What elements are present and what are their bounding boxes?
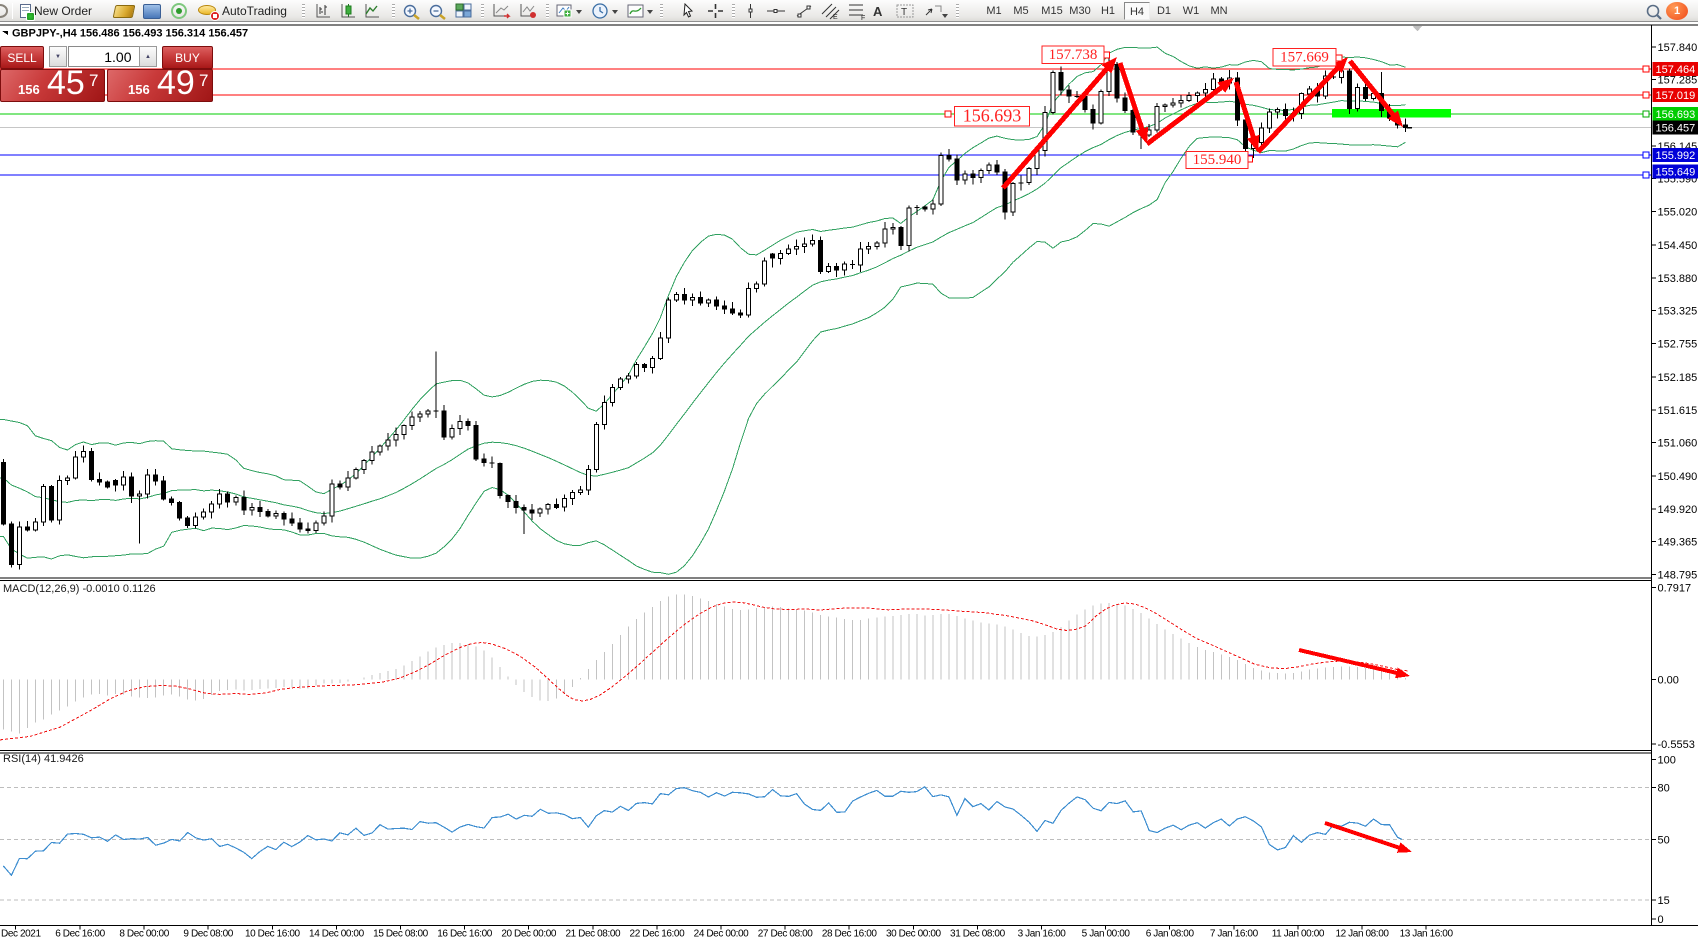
svg-text:153.325: 153.325 — [1658, 305, 1698, 317]
svg-text:157.464: 157.464 — [1656, 64, 1696, 76]
svg-text:T: T — [901, 7, 907, 18]
svg-text:22 Dec 16:00: 22 Dec 16:00 — [630, 929, 686, 940]
svg-text:0.7917: 0.7917 — [1658, 583, 1692, 595]
svg-text:6 Jan 08:00: 6 Jan 08:00 — [1146, 929, 1195, 940]
svg-text:50: 50 — [1658, 835, 1670, 847]
svg-text:12 Jan 08:00: 12 Jan 08:00 — [1335, 929, 1389, 940]
svg-text:MACD(12,26,9) -0.0010 0.1126: MACD(12,26,9) -0.0010 0.1126 — [3, 583, 156, 595]
svg-text:21 Dec 08:00: 21 Dec 08:00 — [565, 929, 621, 940]
svg-text:155.020: 155.020 — [1658, 207, 1698, 219]
svg-text:27 Dec 08:00: 27 Dec 08:00 — [758, 929, 814, 940]
svg-text:150.490: 150.490 — [1658, 471, 1698, 483]
svg-text:156.693: 156.693 — [963, 106, 1022, 126]
svg-text:15 Dec 08:00: 15 Dec 08:00 — [373, 929, 429, 940]
svg-text:155.992: 155.992 — [1656, 150, 1696, 162]
svg-text:154.450: 154.450 — [1658, 240, 1698, 252]
svg-text:11 Jan 00:00: 11 Jan 00:00 — [1272, 929, 1325, 940]
svg-text:F: F — [861, 15, 865, 20]
svg-text:30 Dec 00:00: 30 Dec 00:00 — [886, 929, 942, 940]
svg-text:157.019: 157.019 — [1656, 90, 1696, 102]
svg-text:14 Dec 00:00: 14 Dec 00:00 — [309, 929, 365, 940]
svg-text:24 Dec 00:00: 24 Dec 00:00 — [694, 929, 750, 940]
svg-text:152.185: 152.185 — [1658, 372, 1698, 384]
svg-text:6 Dec 16:00: 6 Dec 16:00 — [55, 929, 105, 940]
svg-text:13 Jan 16:00: 13 Jan 16:00 — [1400, 929, 1454, 940]
svg-text:153.880: 153.880 — [1658, 273, 1698, 285]
svg-text:156.693: 156.693 — [1656, 109, 1696, 121]
svg-text:8 Dec 00:00: 8 Dec 00:00 — [119, 929, 169, 940]
svg-text:100: 100 — [1658, 755, 1676, 767]
svg-text:152.755: 152.755 — [1658, 339, 1698, 351]
svg-text:80: 80 — [1658, 783, 1670, 795]
svg-text:3 Jan 16:00: 3 Jan 16:00 — [1018, 929, 1067, 940]
svg-text:E: E — [833, 14, 838, 20]
svg-text:149.920: 149.920 — [1658, 504, 1698, 516]
svg-text:RSI(14) 41.9426: RSI(14) 41.9426 — [3, 753, 84, 765]
svg-text:155.649: 155.649 — [1656, 166, 1696, 178]
svg-text:20 Dec 00:00: 20 Dec 00:00 — [501, 929, 557, 940]
svg-text:0.00: 0.00 — [1658, 675, 1679, 687]
svg-text:15: 15 — [1658, 895, 1670, 907]
svg-text:-0.5553: -0.5553 — [1658, 739, 1695, 751]
svg-text:151.615: 151.615 — [1658, 405, 1698, 417]
svg-text:151.060: 151.060 — [1658, 438, 1698, 450]
svg-text:7 Jan 16:00: 7 Jan 16:00 — [1210, 929, 1259, 940]
svg-text:10 Dec 16:00: 10 Dec 16:00 — [245, 929, 301, 940]
svg-text:0: 0 — [1658, 914, 1664, 926]
svg-text:5 Jan 00:00: 5 Jan 00:00 — [1082, 929, 1131, 940]
svg-text:Dec 2021: Dec 2021 — [1, 929, 41, 940]
svg-text:157.738: 157.738 — [1049, 47, 1098, 63]
svg-text:157.669: 157.669 — [1280, 50, 1329, 66]
svg-text:157.285: 157.285 — [1658, 74, 1698, 86]
svg-text:149.365: 149.365 — [1658, 536, 1698, 548]
svg-text:148.795: 148.795 — [1658, 570, 1698, 582]
svg-text:9 Dec 08:00: 9 Dec 08:00 — [183, 929, 233, 940]
svg-text:28 Dec 16:00: 28 Dec 16:00 — [822, 929, 878, 940]
svg-text:GBPJPY-,H4 156.486 156.493 15: GBPJPY-,H4 156.486 156.493 156.314 156.4… — [12, 28, 248, 40]
svg-text:156.457: 156.457 — [1656, 123, 1696, 135]
svg-text:155.940: 155.940 — [1193, 152, 1242, 168]
svg-text:16 Dec 16:00: 16 Dec 16:00 — [437, 929, 493, 940]
svg-text:31 Dec 08:00: 31 Dec 08:00 — [950, 929, 1006, 940]
svg-text:157.840: 157.840 — [1658, 42, 1698, 54]
